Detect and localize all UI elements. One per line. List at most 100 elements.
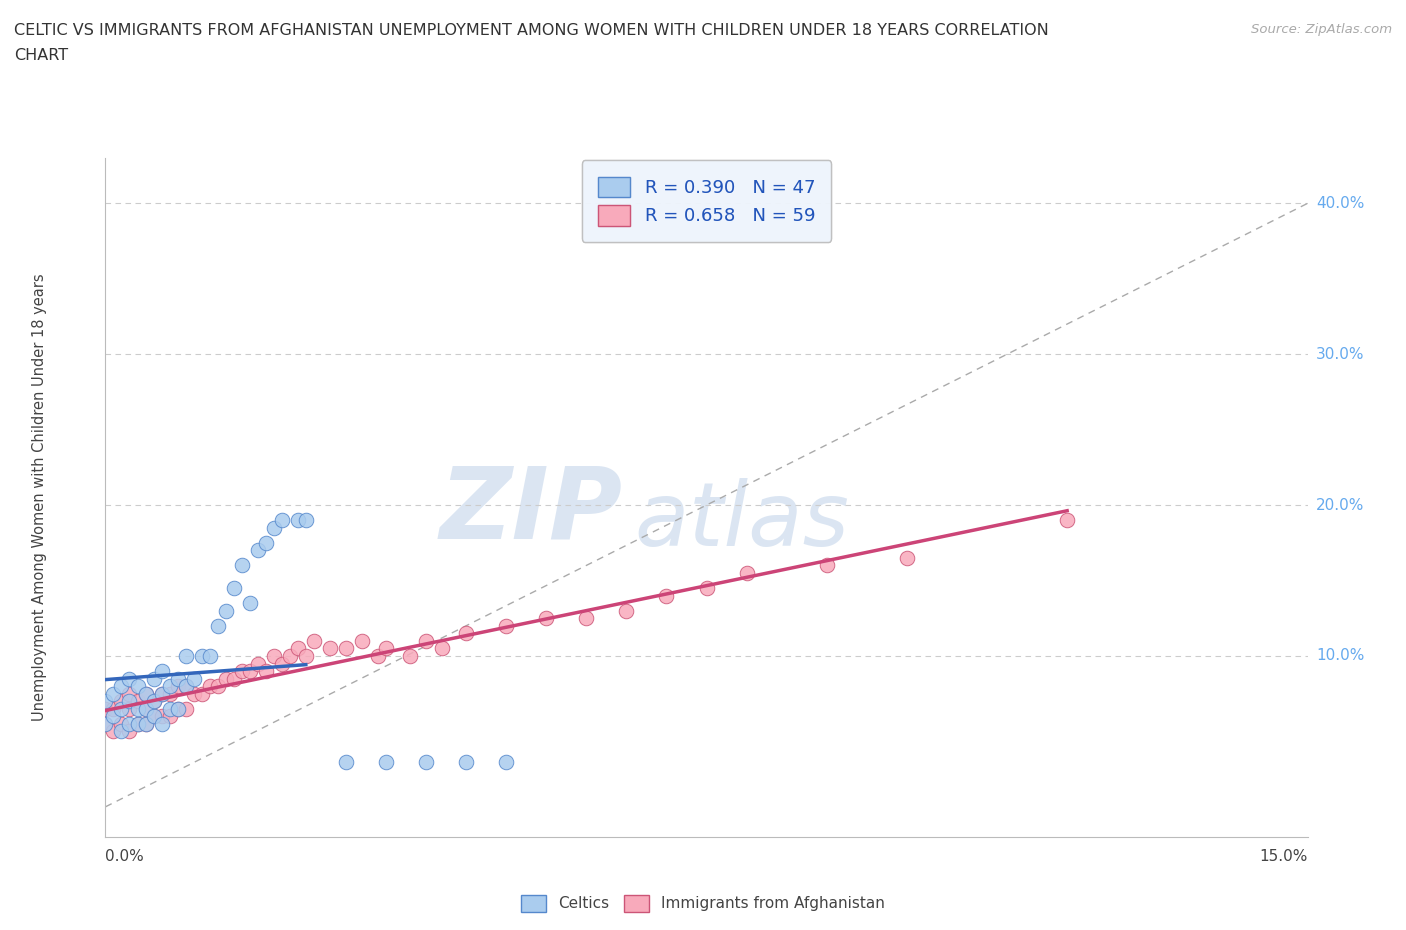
Point [207,679,229,694]
Point [159,709,181,724]
Point [159,679,181,694]
Legend: Celtics, Immigrants from Afghanistan: Celtics, Immigrants from Afghanistan [515,889,891,918]
Point [735,565,758,580]
Text: CELTIC VS IMMIGRANTS FROM AFGHANISTAN UNEMPLOYMENT AMONG WOMEN WITH CHILDREN UND: CELTIC VS IMMIGRANTS FROM AFGHANISTAN UN… [14,23,1049,38]
Point [287,641,309,656]
Point [135,701,157,716]
Point [335,754,357,769]
Point [150,716,173,731]
Point [118,686,141,701]
Point [94,701,117,716]
Point [127,701,149,716]
Point [118,694,141,709]
Point [1056,512,1078,527]
Point [159,686,181,701]
Point [534,611,557,626]
Point [263,520,285,535]
Point [399,648,422,663]
Text: Unemployment Among Women with Children Under 18 years: Unemployment Among Women with Children U… [32,273,46,722]
Point [231,558,253,573]
Point [254,536,277,551]
Point [263,648,285,663]
Point [118,724,141,738]
Point [246,656,269,671]
Point [183,671,205,686]
Point [454,754,477,769]
Point [103,686,125,701]
Point [174,679,197,694]
Point [350,633,373,648]
Point [127,679,149,694]
Point [142,671,165,686]
Point [174,648,197,663]
Point [118,716,141,731]
Point [150,686,173,701]
Point [94,716,117,731]
Point [239,664,262,679]
Point [214,604,236,618]
Point [190,686,212,701]
Point [118,701,141,716]
Text: Source: ZipAtlas.com: Source: ZipAtlas.com [1251,23,1392,36]
Text: ZIP: ZIP [439,462,623,560]
Point [198,679,221,694]
Point [335,641,357,656]
Text: 0.0%: 0.0% [105,849,145,864]
Point [815,558,838,573]
Point [110,679,132,694]
Point [374,641,398,656]
Point [150,686,173,701]
Point [127,716,149,731]
Point [150,664,173,679]
Point [142,694,165,709]
Point [103,701,125,716]
Point [159,701,181,716]
Point [135,716,157,731]
Point [295,648,318,663]
Point [135,686,157,701]
Point [278,648,301,663]
Point [655,588,678,603]
Point [270,656,292,671]
Point [166,679,188,694]
Point [575,611,598,626]
Point [270,512,292,527]
Point [190,648,212,663]
Point [246,543,269,558]
Point [166,701,188,716]
Point [454,626,477,641]
Point [374,754,398,769]
Point [127,694,149,709]
Point [103,724,125,738]
Point [319,641,342,656]
Text: 20.0%: 20.0% [1316,498,1364,512]
Point [150,709,173,724]
Point [142,709,165,724]
Point [142,694,165,709]
Point [174,701,197,716]
Point [415,633,437,648]
Point [302,633,325,648]
Point [183,686,205,701]
Point [222,671,245,686]
Point [110,694,132,709]
Point [110,724,132,738]
Text: atlas: atlas [634,478,849,565]
Point [135,716,157,731]
Point [430,641,453,656]
Point [295,512,318,527]
Point [896,551,918,565]
Point [166,671,188,686]
Point [214,671,236,686]
Point [696,580,718,595]
Point [94,716,117,731]
Point [118,671,141,686]
Point [142,709,165,724]
Point [135,686,157,701]
Point [174,679,197,694]
Point [103,709,125,724]
Point [231,664,253,679]
Point [495,618,517,633]
Point [110,701,132,716]
Point [616,604,638,618]
